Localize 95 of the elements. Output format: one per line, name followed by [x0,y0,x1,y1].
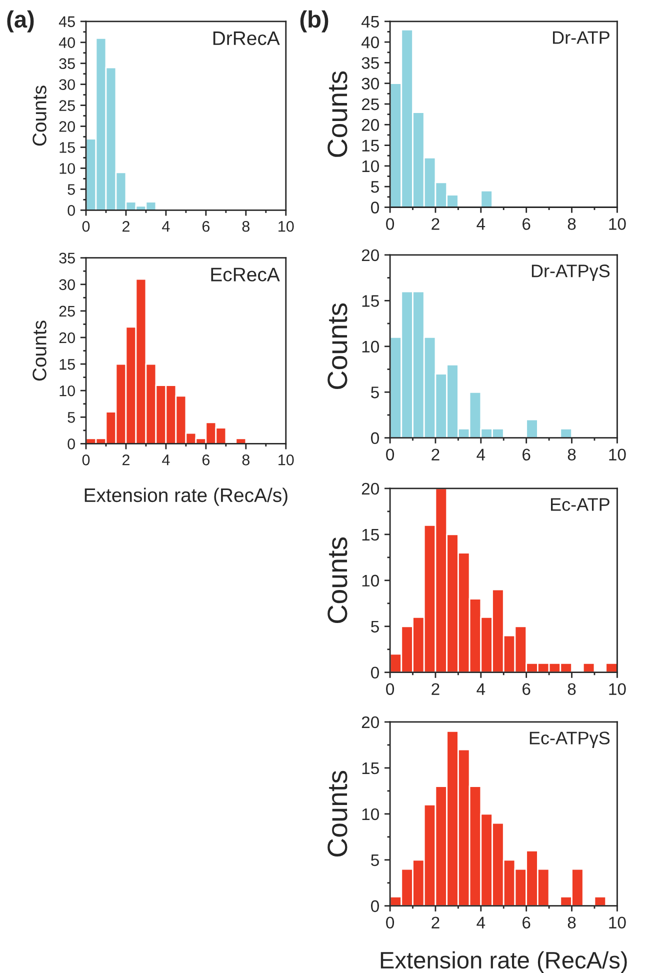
x-tick-label: 4 [476,448,486,460]
x-tick-label: 10 [609,916,626,929]
y-tick-label: 5 [371,181,379,193]
y-tick-label: 10 [362,574,379,587]
x-tick-label: 0 [386,683,394,695]
y-tick-label: 10 [362,808,379,820]
y-tick-label: 20 [362,716,379,728]
y-tick-label: 5 [68,184,75,195]
y-tick-label: 25 [59,306,75,317]
x-tick-label: 8 [242,454,250,466]
x-tick-label: 4 [476,683,486,695]
y-tick-label: 30 [59,79,75,90]
x-tick-label: 0 [82,220,90,232]
y-tick-label: 20 [362,482,379,495]
x-tick-label: 0 [386,916,394,929]
x-tick-label: 10 [609,683,626,695]
text: (b) [300,10,328,32]
y-tick-label: 10 [362,160,379,172]
x-tick-label: 0 [386,218,394,230]
x-tick-label: 0 [386,448,394,461]
x-tick-label: 4 [476,916,486,928]
y-tick-label: 5 [68,412,75,423]
chart-title: Ec-ATP [551,498,610,511]
chart-title: Dr-ATPγS [532,264,610,281]
y-tick-label: 40 [361,36,379,48]
x-tick-label: 2 [432,916,440,928]
x-tick-label: 0 [82,454,90,466]
chart-title: DrRecA [213,32,280,46]
y-tick-label: 20 [362,119,379,131]
y-axis-title: Counts [328,303,348,389]
y-tick-label: 25 [59,100,75,111]
y-tick-label: 45 [361,16,379,28]
x-tick-label: 8 [568,218,576,230]
y-axis-title: Counts [328,770,348,857]
x-tick-label: 10 [278,220,294,232]
y-tick-label: 10 [60,163,75,174]
x-tick-label: 8 [568,448,576,461]
x-tick-label: 6 [202,454,210,466]
y-axis-title: Counts [32,86,46,146]
y-tick-label: 20 [362,249,379,262]
text: (a) [7,10,34,32]
y-tick-label: 20 [59,121,75,132]
y-tick-label: 35 [59,252,75,264]
y-tick-label: 40 [58,37,75,48]
x-tick-label: 6 [522,448,530,461]
chart-title: EcRecA [211,268,280,282]
y-tick-label: 5 [371,386,379,398]
x-tick-label: 10 [609,448,626,461]
x-tick-label: 4 [162,221,170,232]
y-axis-title: Counts [328,71,348,157]
x-tick-label: 8 [242,220,250,232]
chart-title: Dr-ATP [553,31,610,44]
x-tick-label: 10 [278,454,294,466]
y-tick-label: 35 [59,58,75,70]
x-tick-label: 2 [122,220,130,232]
y-tick-label: 30 [362,78,379,90]
x-axis-title: Extension rate (RecA/s) [84,488,288,506]
x-tick-label: 6 [522,916,530,929]
x-tick-label: 10 [609,218,626,230]
y-tick-label: 15 [362,528,379,541]
chart-title: Ec-ATPγS [530,732,610,748]
y-tick-label: 0 [68,438,75,450]
y-tick-label: 25 [362,98,379,110]
y-tick-label: 0 [68,205,75,216]
y-tick-label: 0 [371,202,379,214]
x-tick-label: 6 [522,683,530,695]
y-tick-label: 15 [362,762,379,774]
y-tick-label: 15 [362,295,379,307]
y-tick-label: 0 [371,432,379,444]
x-tick-label: 6 [202,220,210,232]
x-tick-label: 6 [522,218,530,230]
y-tick-label: 10 [362,340,379,353]
x-tick-label: 8 [568,916,576,929]
y-tick-label: 15 [60,359,75,370]
y-tick-label: 10 [60,385,75,396]
y-tick-label: 0 [371,900,379,912]
x-tick-label: 4 [162,454,170,466]
y-tick-label: 45 [58,16,75,28]
x-tick-label: 2 [432,218,440,230]
y-tick-label: 35 [362,57,379,69]
y-axis-title: Counts [32,320,46,381]
y-tick-label: 15 [362,140,379,152]
x-tick-label: 2 [432,683,440,695]
y-tick-label: 20 [59,332,75,344]
y-tick-label: 5 [371,854,379,866]
y-tick-label: 0 [371,666,379,679]
x-axis-title: Extension rate (RecA/s) [380,951,627,973]
x-tick-label: 2 [122,454,130,466]
y-tick-label: 30 [59,279,75,290]
y-tick-label: 15 [60,142,75,153]
y-axis-title: Counts [328,537,348,623]
y-tick-label: 5 [371,620,379,633]
x-tick-label: 4 [476,218,486,230]
x-tick-label: 8 [568,683,576,695]
x-tick-label: 2 [432,448,440,460]
